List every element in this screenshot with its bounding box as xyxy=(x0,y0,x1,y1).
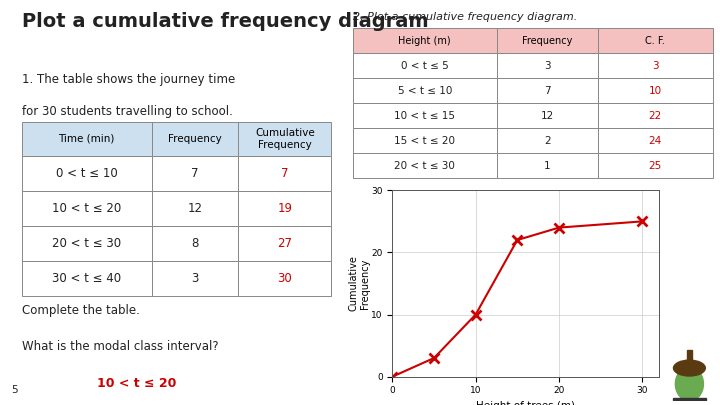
Bar xyxy=(152,261,238,296)
Text: 22: 22 xyxy=(649,111,662,121)
Bar xyxy=(353,28,497,53)
Text: Plot a cumulative frequency diagram: Plot a cumulative frequency diagram xyxy=(22,12,428,31)
Text: C. F.: C. F. xyxy=(645,36,665,46)
Text: Frequency: Frequency xyxy=(522,36,572,46)
Bar xyxy=(598,153,713,178)
Text: 10 < t ≤ 20: 10 < t ≤ 20 xyxy=(97,377,176,390)
Bar xyxy=(22,261,152,296)
Text: 5 < t ≤ 10: 5 < t ≤ 10 xyxy=(397,86,452,96)
Text: 8: 8 xyxy=(192,237,199,250)
Text: 24: 24 xyxy=(649,136,662,146)
Text: Time (min): Time (min) xyxy=(58,134,114,144)
Bar xyxy=(687,350,692,361)
Bar xyxy=(152,226,238,261)
Bar xyxy=(598,28,713,53)
Text: 3: 3 xyxy=(652,61,659,71)
Bar xyxy=(497,128,598,153)
Ellipse shape xyxy=(673,360,706,376)
Text: 7: 7 xyxy=(544,86,551,96)
Bar xyxy=(152,156,238,191)
Text: 0 < t ≤ 5: 0 < t ≤ 5 xyxy=(401,61,449,71)
Text: 20 < t ≤ 30: 20 < t ≤ 30 xyxy=(52,237,121,250)
Text: Frequency: Frequency xyxy=(168,134,222,144)
Text: 30: 30 xyxy=(277,272,292,285)
Text: 1. The table shows the journey time: 1. The table shows the journey time xyxy=(22,73,235,86)
Bar xyxy=(353,128,497,153)
Bar xyxy=(497,28,598,53)
Bar xyxy=(673,398,706,401)
Bar xyxy=(238,226,331,261)
Bar xyxy=(598,128,713,153)
Text: 7: 7 xyxy=(192,167,199,180)
Text: 2. Plot a cumulative frequency diagram.: 2. Plot a cumulative frequency diagram. xyxy=(353,12,577,22)
Text: 1: 1 xyxy=(544,161,551,171)
X-axis label: Height of trees (m): Height of trees (m) xyxy=(476,401,575,405)
Text: 10 < t ≤ 20: 10 < t ≤ 20 xyxy=(52,202,121,215)
Bar xyxy=(497,103,598,128)
Text: 25: 25 xyxy=(649,161,662,171)
Bar xyxy=(238,261,331,296)
Text: 7: 7 xyxy=(281,167,289,180)
Y-axis label: Cumulative
Frequency: Cumulative Frequency xyxy=(348,256,370,311)
Text: Height (m): Height (m) xyxy=(398,36,451,46)
Bar xyxy=(497,78,598,103)
Text: 12: 12 xyxy=(541,111,554,121)
Text: 30 < t ≤ 40: 30 < t ≤ 40 xyxy=(52,272,121,285)
Bar xyxy=(353,53,497,78)
Text: 15 < t ≤ 20: 15 < t ≤ 20 xyxy=(395,136,455,146)
Bar xyxy=(152,191,238,226)
Bar xyxy=(238,191,331,226)
Text: 3: 3 xyxy=(192,272,199,285)
Text: 10: 10 xyxy=(649,86,662,96)
Bar xyxy=(353,103,497,128)
Bar xyxy=(238,122,331,156)
Bar xyxy=(598,78,713,103)
Bar xyxy=(22,156,152,191)
Bar xyxy=(497,153,598,178)
Text: Cumulative
Frequency: Cumulative Frequency xyxy=(255,128,315,150)
Text: 27: 27 xyxy=(277,237,292,250)
Text: 2: 2 xyxy=(544,136,551,146)
Bar xyxy=(353,153,497,178)
Text: 20 < t ≤ 30: 20 < t ≤ 30 xyxy=(395,161,455,171)
Text: 5: 5 xyxy=(11,385,17,395)
Text: What is the modal class interval?: What is the modal class interval? xyxy=(22,340,218,353)
Text: for 30 students travelling to school.: for 30 students travelling to school. xyxy=(22,105,233,118)
Bar xyxy=(497,53,598,78)
Bar xyxy=(353,78,497,103)
Text: Complete the table.: Complete the table. xyxy=(22,304,140,317)
Bar xyxy=(22,122,152,156)
Circle shape xyxy=(675,367,703,401)
Text: 3: 3 xyxy=(544,61,551,71)
Text: 0 < t ≤ 10: 0 < t ≤ 10 xyxy=(55,167,117,180)
Bar xyxy=(152,122,238,156)
Text: 12: 12 xyxy=(187,202,202,215)
Text: 10 < t ≤ 15: 10 < t ≤ 15 xyxy=(395,111,455,121)
Bar xyxy=(238,156,331,191)
Bar xyxy=(598,53,713,78)
Text: 19: 19 xyxy=(277,202,292,215)
Bar xyxy=(22,226,152,261)
Bar xyxy=(22,191,152,226)
Bar xyxy=(598,103,713,128)
